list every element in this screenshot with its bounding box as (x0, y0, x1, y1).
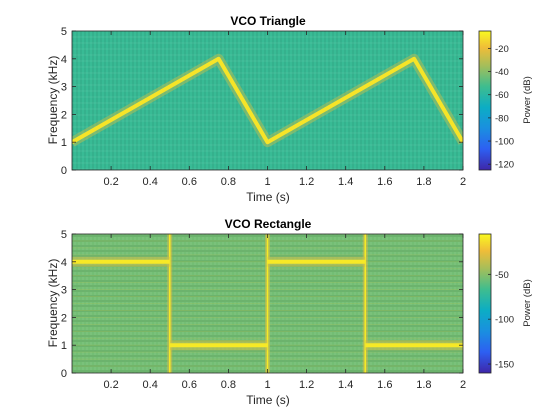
chart-title: VCO Rectangle (225, 217, 312, 231)
x-tick-label: 2 (460, 176, 466, 188)
y-ticks: 0 1 2 3 4 5 (61, 229, 463, 380)
x-tick-label: 0.4 (143, 379, 158, 391)
x-tick-label: 1 (264, 379, 270, 391)
y-tick-label: 0 (61, 165, 67, 177)
y-tick-label: 1 (61, 340, 67, 352)
y-tick-label: 4 (61, 54, 67, 66)
spectrogram-noise (72, 31, 463, 170)
x-tick-label: 1.8 (416, 176, 431, 188)
colorbar-tick-label: -120 (495, 160, 514, 171)
colorbar-box (478, 233, 492, 374)
y-axis-label: Frequency (kHz) (46, 259, 60, 348)
y-ticks: 0 1 2 3 4 5 (61, 26, 463, 177)
x-tick-label: 1.4 (338, 176, 353, 188)
x-tick-label: 0.8 (221, 176, 236, 188)
x-tick-label: 2 (460, 379, 466, 391)
chart-title: VCO Triangle (230, 14, 306, 28)
y-tick-label: 5 (61, 229, 67, 241)
colorbar-tick-label: -20 (495, 44, 509, 55)
colorbar-label: Power (dB) (522, 76, 533, 124)
spectrogram-marks (72, 53, 463, 148)
y-tick-label: 0 (61, 368, 67, 380)
colorbar-tick-label: -100 (495, 315, 514, 326)
colorbar-tick-label: -60 (495, 90, 509, 101)
x-tick-label: 0.2 (103, 379, 118, 391)
x-tick-label: 1.2 (299, 176, 314, 188)
spectrogram-marks (72, 234, 463, 373)
x-tick-label: 0.8 (221, 379, 236, 391)
y-axis-label: Frequency (kHz) (46, 56, 60, 145)
ridge-line (72, 56, 463, 145)
y-tick-label: 3 (61, 82, 67, 94)
x-tick-label: 0.6 (182, 379, 197, 391)
y-tick-label: 5 (61, 26, 67, 38)
colorbar-tick-label: -40 (495, 67, 509, 78)
colorbar-tick-label: -80 (495, 113, 509, 124)
colorbar-ticks: -20 -40 -60 -80 -100 -120 (488, 44, 514, 171)
x-tick-label: 1 (264, 176, 270, 188)
x-tick-label: 0.4 (143, 176, 158, 188)
x-tick-label: 0.2 (103, 176, 118, 188)
x-ticks: 0.2 0.4 0.6 0.8 1 1.2 1.4 1.6 1.8 2 (103, 234, 466, 391)
y-tick-label: 2 (61, 109, 67, 121)
colorbar-tick-label: -150 (495, 360, 514, 371)
y-tick-label: 1 (61, 137, 67, 149)
x-tick-label: 1.6 (377, 176, 392, 188)
x-tick-label: 1.4 (338, 379, 353, 391)
colorbar-ticks: -50 -100 -150 (488, 270, 514, 371)
x-axis-label: Time (s) (246, 393, 290, 407)
panel-vco-rectangle: VCO Rectangle 0.2 0.4 0.6 0.8 1 1.2 1.4 1.6 1.8 2… (46, 217, 533, 407)
x-tick-label: 1.2 (299, 379, 314, 391)
x-tick-label: 1.8 (416, 379, 431, 391)
x-tick-label: 0.6 (182, 176, 197, 188)
panel-vco-triangle: VCO Triangle 0.2 0.4 0.6 0.8 1 1.2 1.4 1.6 1.8 2 … (46, 14, 533, 204)
y-tick-label: 3 (61, 285, 67, 297)
x-axis-label: Time (s) (246, 190, 290, 204)
colorbar-box (478, 30, 492, 171)
y-tick-label: 2 (61, 312, 67, 324)
x-tick-label: 1.6 (377, 379, 392, 391)
colorbar-tick-label: -50 (495, 270, 509, 281)
y-tick-label: 4 (61, 257, 67, 269)
x-ticks: 0.2 0.4 0.6 0.8 1 1.2 1.4 1.6 1.8 2 (103, 31, 466, 188)
colorbar-tick-label: -100 (495, 137, 514, 148)
colorbar-label: Power (dB) (522, 279, 533, 327)
colorbar (479, 31, 491, 170)
colorbar (479, 234, 491, 373)
